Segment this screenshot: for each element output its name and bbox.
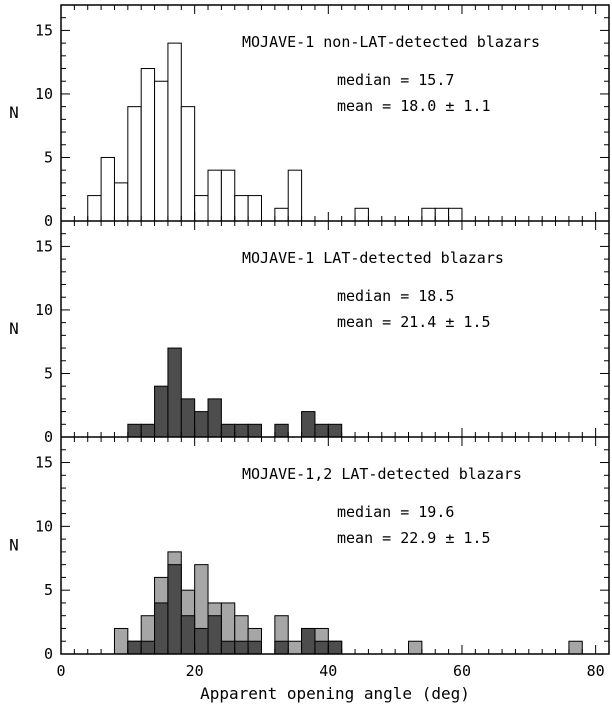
middle-bar-dark-24 (220, 423, 236, 438)
middle-bar-dark-10 (127, 423, 142, 438)
middle-ytick-label: 10 (35, 301, 53, 319)
middle-bar-dark-38 (314, 423, 329, 438)
top-bar-outline-32 (274, 207, 289, 222)
middle-bar-dark-26 (234, 423, 249, 438)
top-bar-outline-26 (234, 195, 249, 222)
top-bar-outline-22 (207, 169, 222, 222)
middle-bar-dark-22 (207, 398, 222, 438)
bottom-ytick-label: 15 (35, 454, 53, 472)
bottom-bar-dark-40 (327, 640, 343, 655)
top-ytick-label: 15 (35, 21, 53, 39)
top-bar-outline-10 (127, 106, 142, 222)
bottom-bar-dark-38 (314, 640, 329, 655)
xtick-label: 60 (453, 662, 471, 680)
middle-mean-label: mean = 21.4 ± 1.5 (337, 313, 491, 331)
middle-bar-dark-18 (180, 398, 196, 438)
middle-bar-dark-40 (327, 423, 343, 438)
bottom-panel-title: MOJAVE-1,2 LAT-detected blazars (242, 465, 522, 483)
bottom-bar-dark-26 (234, 640, 249, 655)
top-bar-outline-20 (194, 195, 209, 222)
bottom-bar-dark-16 (167, 564, 182, 655)
bottom-bar-light-8 (113, 627, 129, 655)
top-bar-outline-34 (287, 169, 303, 222)
middle-bar-dark-12 (140, 423, 156, 438)
middle-ylabel: N (9, 319, 19, 338)
middle-median-label: median = 18.5 (337, 287, 454, 305)
top-bar-outline-56 (434, 207, 450, 222)
bottom-median-label: median = 19.6 (337, 503, 454, 521)
bottom-bar-dark-22 (207, 615, 222, 655)
xtick-label: 40 (319, 662, 337, 680)
middle-bar-dark-14 (154, 385, 169, 438)
middle-panel-title: MOJAVE-1 LAT-detected blazars (242, 249, 504, 267)
top-bar-outline-16 (167, 42, 182, 222)
bottom-ylabel: N (9, 536, 19, 555)
top-bar-outline-4 (87, 195, 102, 222)
top-bar-outline-12 (140, 68, 156, 222)
top-bar-outline-18 (180, 106, 196, 222)
middle-bar-dark-20 (194, 411, 209, 438)
top-bar-outline-54 (421, 207, 436, 222)
middle-ytick-label: 5 (44, 364, 53, 382)
bottom-bar-dark-24 (220, 640, 236, 655)
x-axis-label: Apparent opening angle (deg) (200, 684, 470, 703)
bottom-bar-dark-14 (154, 602, 169, 655)
bottom-bar-dark-20 (194, 627, 209, 655)
bottom-ytick-label: 5 (44, 581, 53, 599)
xtick-label: 0 (56, 662, 65, 680)
bottom-bar-light-76 (568, 640, 583, 655)
top-mean-label: mean = 18.0 ± 1.1 (337, 97, 491, 115)
top-ytick-label: 10 (35, 85, 53, 103)
middle-bar-dark-28 (247, 423, 262, 438)
top-panel-title: MOJAVE-1 non-LAT-detected blazars (242, 33, 540, 51)
bottom-bar-dark-12 (140, 640, 156, 655)
xtick-label: 20 (186, 662, 204, 680)
bottom-bar-light-34 (287, 640, 303, 655)
top-ylabel: N (9, 103, 19, 122)
middle-bar-dark-36 (301, 411, 316, 438)
top-ytick-label: 0 (44, 212, 53, 230)
top-bar-outline-28 (247, 195, 262, 222)
middle-ytick-label: 0 (44, 428, 53, 446)
plot-frame (60, 4, 610, 655)
bottom-bar-dark-36 (301, 627, 316, 655)
top-bar-outline-14 (154, 80, 169, 222)
top-bar-outline-6 (100, 156, 115, 222)
bottom-mean-label: mean = 22.9 ± 1.5 (337, 529, 491, 547)
bottom-ytick-label: 0 (44, 645, 53, 663)
top-bar-outline-44 (354, 207, 369, 222)
middle-ytick-label: 15 (35, 237, 53, 255)
bottom-bar-dark-32 (274, 640, 289, 655)
middle-bar-dark-32 (274, 423, 289, 438)
top-bar-outline-8 (113, 182, 129, 222)
middle-bar-dark-16 (167, 347, 182, 438)
top-median-label: median = 15.7 (337, 71, 454, 89)
xtick-label: 80 (587, 662, 605, 680)
bottom-bar-dark-10 (127, 640, 142, 655)
top-bar-outline-24 (220, 169, 236, 222)
bottom-ytick-label: 10 (35, 517, 53, 535)
top-ytick-label: 5 (44, 148, 53, 166)
bottom-bar-light-52 (408, 640, 423, 655)
top-bar-outline-58 (448, 207, 463, 222)
bottom-bar-dark-28 (247, 640, 262, 655)
bottom-bar-dark-18 (180, 615, 196, 655)
